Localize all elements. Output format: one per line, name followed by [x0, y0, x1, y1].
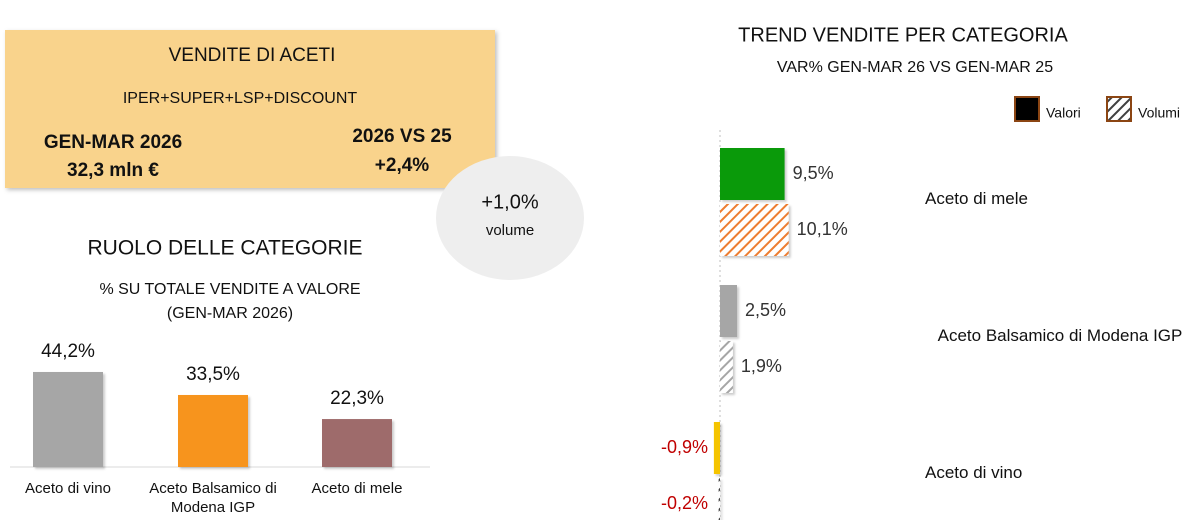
x-tick-label: Aceto Balsamico di Modena IGP: [149, 480, 277, 516]
chart-subtitle: % SU TOTALE VENDITE A VALORE (GEN-MAR 20…: [99, 281, 361, 322]
bar: [720, 341, 733, 393]
chart-title: RUOLO DELLE CATEGORIE: [87, 237, 362, 260]
volume-value: +1,0%: [481, 191, 538, 213]
value-label: 33,5%: [186, 364, 240, 385]
bar: [33, 371, 103, 467]
change-label: 2026 VS 25: [352, 126, 452, 147]
change-value: +2,4%: [375, 155, 430, 176]
bar: [720, 285, 737, 337]
value-label: -0,9%: [661, 437, 708, 457]
legend-label: Valori: [1046, 105, 1081, 121]
bar: [322, 419, 392, 467]
category-label: Aceto Balsamico di Modena IGP: [937, 326, 1183, 345]
volume-label: volume: [486, 222, 534, 239]
legend-swatch: [1106, 96, 1132, 122]
legend-swatch: [1014, 96, 1040, 122]
category-label-box: Aceto di mele: [925, 189, 1028, 208]
volume-badge: [436, 156, 584, 280]
value-label: 10,1%: [797, 219, 848, 239]
chart-title: TREND VENDITE PER CATEGORIA: [738, 24, 1068, 46]
x-tick-label-box: Aceto di vino: [25, 480, 111, 497]
value-label: -0,2%: [661, 493, 708, 513]
legend-label: Volumi: [1138, 105, 1180, 121]
x-tick-label: Aceto di vino: [25, 480, 111, 497]
summary-title: VENDITE DI ACETI: [169, 45, 336, 66]
value-label: 22,3%: [330, 388, 384, 409]
summary-channels: IPER+SUPER+LSP+DISCOUNT: [123, 90, 358, 107]
chart-subtitle: VAR% GEN-MAR 26 VS GEN-MAR 25: [777, 59, 1053, 76]
period-label: GEN-MAR 2026: [44, 132, 182, 153]
value-label: 9,5%: [793, 163, 834, 183]
category-label-box: Aceto Balsamico di Modena IGP: [937, 326, 1183, 345]
bar: [720, 204, 789, 256]
value-label: 1,9%: [741, 356, 782, 376]
x-tick-label-box: Aceto di mele: [311, 480, 403, 497]
bar: [713, 422, 720, 474]
category-label: Aceto di mele: [925, 189, 1028, 208]
bar: [718, 478, 720, 525]
category-label: Aceto di vino: [925, 463, 1023, 482]
period-value: 32,3 mln €: [67, 160, 159, 181]
x-tick-label: Aceto di mele: [311, 480, 403, 497]
x-tick-label-box: Aceto Balsamico di Modena IGP: [149, 480, 277, 516]
value-label: 44,2%: [41, 341, 95, 362]
summary-box: [5, 30, 495, 188]
value-label: 2,5%: [745, 300, 786, 320]
bar: [720, 148, 785, 200]
chart-subtitle-box: % SU TOTALE VENDITE A VALORE (GEN-MAR 20…: [99, 281, 361, 322]
category-label-box: Aceto di vino: [925, 463, 1023, 482]
bar: [178, 394, 248, 467]
